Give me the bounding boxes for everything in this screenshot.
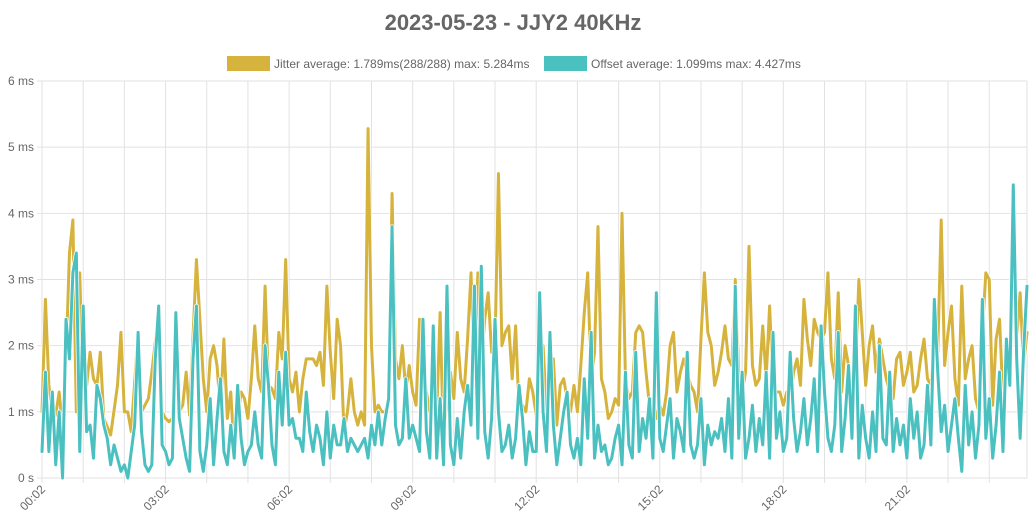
y-tick-label: 2 ms <box>8 339 34 353</box>
y-tick-label: 4 ms <box>8 206 34 220</box>
y-tick-label: 5 ms <box>8 140 34 154</box>
y-tick-label: 6 ms <box>8 74 34 88</box>
legend-item-offset[interactable]: Offset average: 1.099ms max: 4.427ms <box>544 56 801 71</box>
x-tick-label: 12:02 <box>511 482 542 513</box>
series-layer <box>39 126 1030 481</box>
y-tick-label: 0 s <box>18 471 34 485</box>
x-tick-label: 03:02 <box>141 482 172 513</box>
legend-label-offset: Offset average: 1.099ms max: 4.427ms <box>591 57 801 71</box>
legend-swatch-offset <box>544 56 587 71</box>
series-line-offset[interactable] <box>40 183 1029 480</box>
x-axis: 00:02 03:02 06:02 09:02 12:02 15:02 18:02 21:02 <box>17 482 913 513</box>
y-axis: 0 s 1 ms 2 ms 3 ms 4 ms 5 ms 6 ms <box>8 74 34 485</box>
legend-item-jitter[interactable]: Jitter average: 1.789ms(288/288) max: 5.… <box>227 56 529 71</box>
x-tick-label: 09:02 <box>388 482 419 513</box>
y-tick-label: 3 ms <box>8 273 34 287</box>
x-tick-label: 00:02 <box>17 482 48 513</box>
x-tick-label: 06:02 <box>264 482 295 513</box>
x-tick-label: 18:02 <box>758 482 789 513</box>
legend-swatch-jitter <box>227 56 270 71</box>
x-tick-label: 15:02 <box>635 482 666 513</box>
legend-label-jitter: Jitter average: 1.789ms(288/288) max: 5.… <box>274 57 529 71</box>
chart-title: 2023-05-23 - JJY2 40KHz <box>385 10 642 35</box>
y-tick-label: 1 ms <box>8 405 34 419</box>
legend: Jitter average: 1.789ms(288/288) max: 5.… <box>227 56 801 71</box>
x-tick-label: 21:02 <box>882 482 913 513</box>
series-line-jitter[interactable] <box>40 127 1029 454</box>
